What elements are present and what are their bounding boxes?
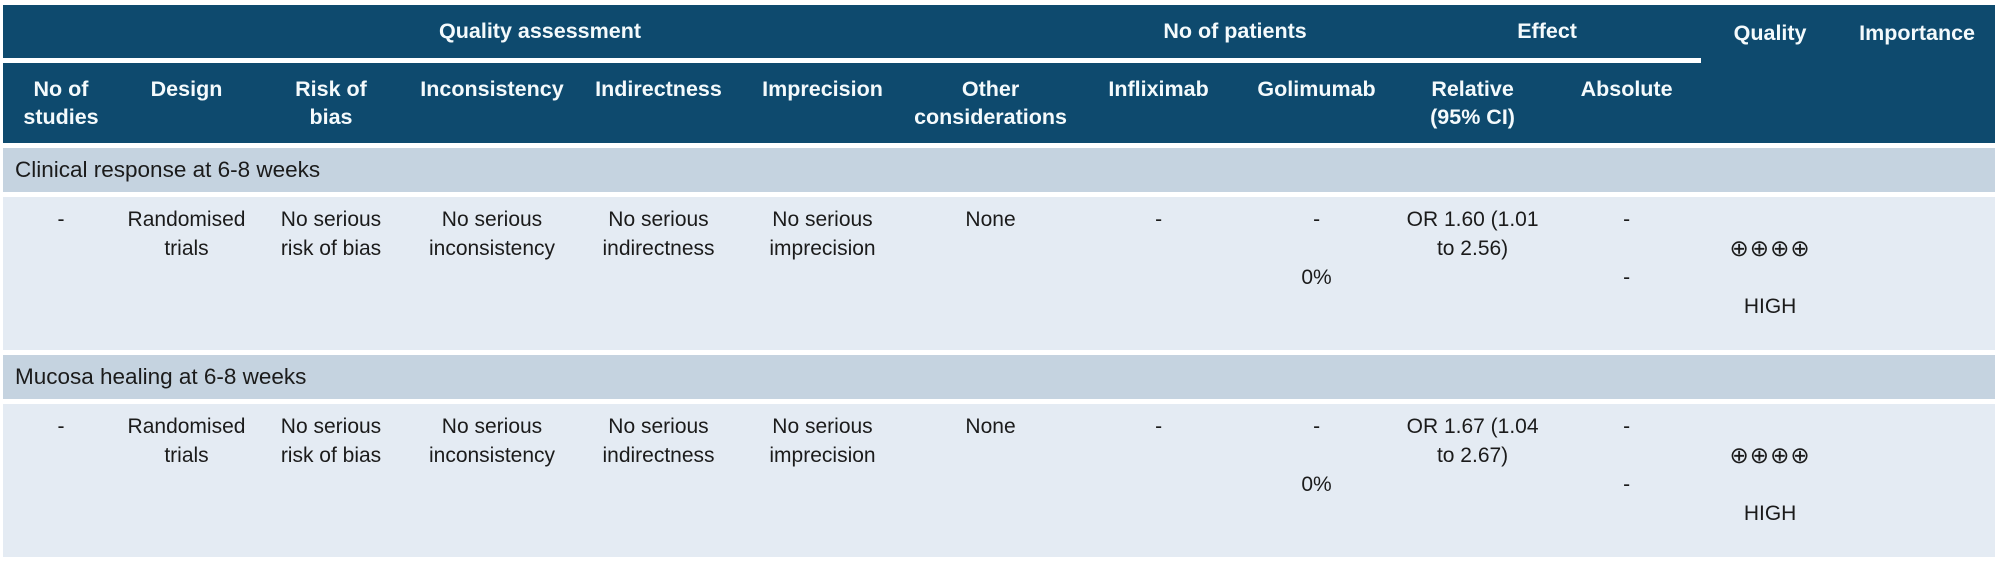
- group-header-quality-assessment: Quality assessment: [3, 5, 1078, 58]
- table-row-mucosa-healing: - Randomised trials No serious risk of b…: [3, 404, 1996, 557]
- cell-absolute-effect: - -: [1552, 404, 1702, 557]
- grade-evidence-table: Quality assessment No of patients Effect…: [3, 0, 1996, 562]
- quality-rating-symbols: ⊕⊕⊕⊕: [1729, 235, 1811, 261]
- cell-imprecision: No serious imprecision: [741, 404, 904, 557]
- column-header-golimumab: Golimumab: [1240, 63, 1394, 143]
- group-header-row: Quality assessment No of patients Effect…: [3, 5, 1996, 143]
- cell-relative-effect: OR 1.67 (1.04 to 2.67): [1393, 404, 1553, 557]
- section-row-mucosa-healing: Mucosa healing at 6-8 weeks: [3, 355, 1996, 399]
- cell-infliximab: -: [1077, 197, 1241, 350]
- cell-risk-of-bias: No serious risk of bias: [254, 404, 408, 557]
- quality-rating-symbols: ⊕⊕⊕⊕: [1729, 442, 1811, 468]
- column-header-quality: Quality: [1701, 5, 1840, 143]
- column-header-infliximab: Infliximab: [1077, 63, 1241, 143]
- cell-relative-effect: OR 1.60 (1.01 to 2.56): [1393, 197, 1553, 350]
- cell-quality: ⊕⊕⊕⊕ HIGH: [1701, 404, 1840, 557]
- column-header-design: Design: [119, 63, 254, 143]
- cell-inconsistency: No serious inconsistency: [408, 197, 576, 350]
- column-header-other-considerations: Other considerations: [904, 63, 1078, 143]
- section-title: Clinical response at 6-8 weeks: [3, 148, 1996, 192]
- column-header-imprecision: Imprecision: [741, 63, 904, 143]
- column-header-importance: Importance: [1839, 5, 1996, 143]
- section-title: Mucosa healing at 6-8 weeks: [3, 355, 1996, 399]
- cell-risk-of-bias: No serious risk of bias: [254, 197, 408, 350]
- cell-infliximab: -: [1077, 404, 1241, 557]
- cell-golimumab: - 0%: [1240, 197, 1394, 350]
- cell-quality: ⊕⊕⊕⊕ HIGH: [1701, 197, 1840, 350]
- column-header-risk-of-bias: Risk of bias: [254, 63, 408, 143]
- cell-importance: [1839, 404, 1996, 557]
- table-row-clinical-response: - Randomised trials No serious risk of b…: [3, 197, 1996, 350]
- column-header-no-of-studies: No of studies: [3, 63, 119, 143]
- cell-other-considerations: None: [904, 404, 1078, 557]
- column-header-absolute: Absolute: [1552, 63, 1702, 143]
- cell-no-of-studies: -: [3, 404, 119, 557]
- cell-importance: [1839, 197, 1996, 350]
- cell-golimumab: - 0%: [1240, 404, 1394, 557]
- cell-design: Randomised trials: [119, 404, 254, 557]
- quality-rating-label: HIGH: [1743, 502, 1797, 525]
- column-header-inconsistency: Inconsistency: [408, 63, 576, 143]
- group-header-no-of-patients: No of patients: [1077, 5, 1394, 58]
- cell-indirectness: No serious indirectness: [576, 404, 741, 557]
- column-header-relative-95ci: Relative (95% CI): [1393, 63, 1553, 143]
- cell-inconsistency: No serious inconsistency: [408, 404, 576, 557]
- group-header-effect: Effect: [1393, 5, 1702, 58]
- column-header-row: No of studies Design Risk of bias Incons…: [3, 63, 1995, 143]
- cell-absolute-effect: - -: [1552, 197, 1702, 350]
- cell-design: Randomised trials: [119, 197, 254, 350]
- column-header-indirectness: Indirectness: [576, 63, 741, 143]
- cell-imprecision: No serious imprecision: [741, 197, 904, 350]
- cell-other-considerations: None: [904, 197, 1078, 350]
- section-row-clinical-response: Clinical response at 6-8 weeks: [3, 148, 1996, 192]
- cell-indirectness: No serious indirectness: [576, 197, 741, 350]
- quality-rating-label: HIGH: [1743, 295, 1797, 318]
- cell-no-of-studies: -: [3, 197, 119, 350]
